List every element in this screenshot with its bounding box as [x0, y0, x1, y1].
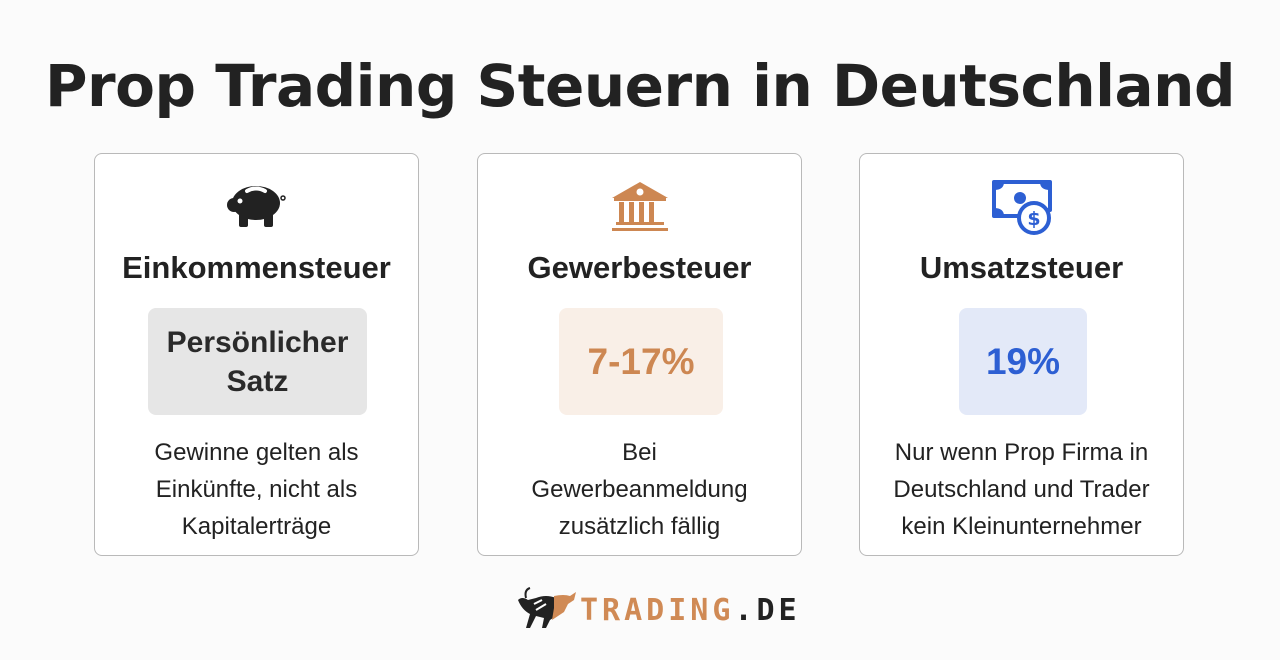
desc-line: Deutschland und Trader: [893, 476, 1150, 503]
badge-line: Satz: [226, 364, 289, 398]
trading-de-logo[interactable]: TRADING.DE: [516, 585, 801, 635]
desc-line: Nur wenn Prop Firma in: [894, 439, 1149, 466]
rate-badge: 19%: [959, 308, 1087, 415]
svg-text:$: $: [1027, 208, 1040, 230]
card-heading: Gewerbesteuer: [527, 250, 752, 285]
card-gewerbesteuer: Gewerbesteuer 7-17% Bei Gewerbeanmeldung…: [477, 153, 802, 556]
badge-line: Persönlicher: [166, 325, 349, 359]
desc-line: Bei: [622, 439, 657, 466]
desc-line: Gewerbeanmeldung: [531, 476, 748, 503]
brand-name: TRADING.DE: [580, 593, 801, 628]
card-description: Bei Gewerbeanmeldung zusätzlich fällig: [478, 434, 801, 545]
card-description: Nur wenn Prop Firma in Deutschland und T…: [860, 434, 1183, 545]
card-description: Gewinne gelten als Einkünfte, nicht als …: [95, 434, 418, 545]
brand-part-trading: TRADING: [580, 592, 735, 628]
desc-line: Kapitalerträge: [181, 513, 332, 540]
rate-badge: Persönlicher Satz: [148, 308, 367, 415]
card-einkommensteuer: Einkommensteuer Persönlicher Satz Gewinn…: [94, 153, 419, 556]
desc-line: zusätzlich fällig: [558, 513, 721, 540]
page-title: Prop Trading Steuern in Deutschland: [45, 52, 1235, 120]
rate-badge: 7-17%: [559, 308, 723, 415]
piggy-bank-icon: [95, 176, 418, 236]
card-heading: Umsatzsteuer: [919, 250, 1124, 285]
brand-part-de: .DE: [734, 592, 801, 628]
bank-building-icon: [478, 176, 801, 236]
desc-line: Gewinne gelten als: [154, 439, 359, 466]
card-heading: Einkommensteuer: [122, 250, 391, 285]
desc-line: Einkünfte, nicht als: [155, 476, 358, 503]
money-dollar-icon: $: [860, 176, 1183, 236]
bull-icon: [516, 586, 578, 635]
desc-line: kein Kleinunternehmer: [901, 513, 1142, 540]
card-umsatzsteuer: $ Umsatzsteuer 19% Nur wenn Prop Firma i…: [859, 153, 1184, 556]
